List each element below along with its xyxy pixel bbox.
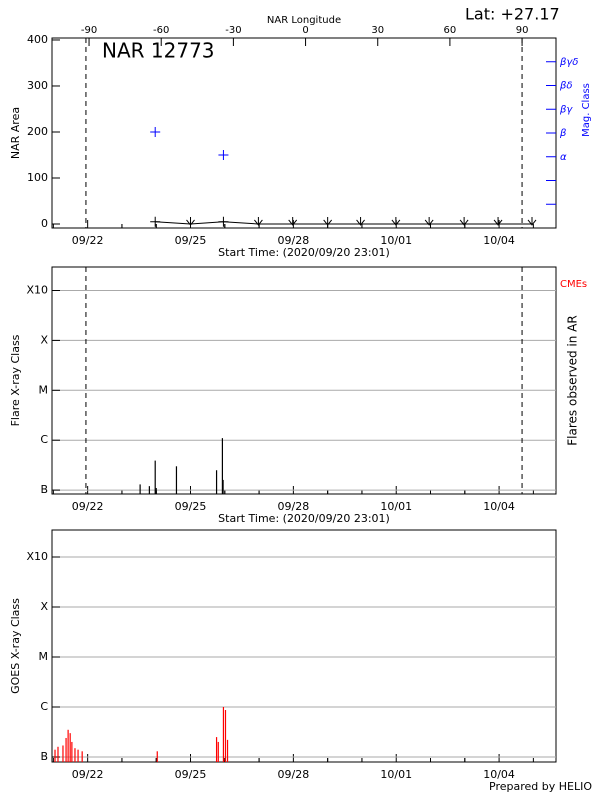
x-tick-label: 10/01 <box>380 768 412 781</box>
x-tick-label: 10/01 <box>380 500 412 513</box>
y-tick-label: X <box>40 333 48 346</box>
y-tick-label: 200 <box>27 125 48 138</box>
x-tick-label: 09/28 <box>278 768 310 781</box>
x-tick-label: 10/04 <box>483 234 515 247</box>
point <box>323 216 333 226</box>
x2-tick-label: 90 <box>516 25 529 36</box>
x-tick-label: 10/04 <box>483 768 515 781</box>
x-tick-label: 10/01 <box>380 234 412 247</box>
footer: Prepared by HELIO <box>489 780 592 793</box>
point <box>288 216 298 226</box>
plot-frame <box>51 266 557 495</box>
x2-tick-label: -30 <box>225 25 241 36</box>
point <box>218 149 229 160</box>
y2-axis-label: Mag. Class <box>581 83 592 137</box>
y-tick-label: X10 <box>26 284 48 297</box>
x-tick-label: 09/25 <box>175 768 207 781</box>
x-tick-label: 09/28 <box>278 500 310 513</box>
chart-title: NAR 12773 <box>102 39 215 63</box>
x2-tick-label: -60 <box>153 25 169 36</box>
point <box>218 216 229 227</box>
x2-tick-label: 60 <box>444 25 457 36</box>
x2-tick-label: 30 <box>371 25 384 36</box>
y-axis-label: Flare X-ray Class <box>9 334 22 426</box>
y-axis-label: NAR Area <box>9 107 22 159</box>
plot-frame <box>51 529 557 763</box>
point <box>493 216 503 226</box>
point <box>459 216 469 226</box>
x2-axis-label: NAR Longitude <box>267 15 341 26</box>
point <box>186 216 195 226</box>
point <box>150 126 161 137</box>
latitude-label: Lat: +27.17 <box>465 5 560 24</box>
y-tick-label: X10 <box>26 550 48 563</box>
point <box>527 216 537 226</box>
y-axis-label: GOES X-ray Class <box>9 598 22 694</box>
y-tick-label: 400 <box>27 33 48 46</box>
x-tick-label: 09/28 <box>278 234 310 247</box>
y-tick-label: B <box>40 483 48 496</box>
y-tick-label: C <box>40 700 48 713</box>
x-tick-label: 09/22 <box>72 500 104 513</box>
x2-tick-label: -90 <box>81 25 97 36</box>
x-tick-label: 09/22 <box>72 234 104 247</box>
y-tick-label: 100 <box>27 171 48 184</box>
y-tick-label: 300 <box>27 79 48 92</box>
x-axis-label: Start Time: (2020/09/20 23:01) <box>218 512 390 525</box>
point <box>254 216 263 226</box>
y-tick-label: M <box>39 650 49 663</box>
x-axis-label: Start Time: (2020/09/20 23:01) <box>218 246 390 259</box>
x-tick-label: 09/22 <box>72 768 104 781</box>
x-tick-label: 09/25 <box>175 500 207 513</box>
area-line <box>155 221 532 225</box>
y-tick-label: B <box>40 750 48 763</box>
mag-class-label: β <box>559 128 567 139</box>
point <box>391 216 401 226</box>
point <box>356 216 365 226</box>
mag-class-label: βδ <box>559 81 573 92</box>
x-tick-label: 09/25 <box>175 234 207 247</box>
mag-class-label: βγ <box>559 104 573 115</box>
x2-tick-label: 0 <box>302 25 308 36</box>
mag-class-label: α <box>560 152 567 163</box>
y2-axis-label: Flares observed in AR <box>566 315 580 445</box>
y-tick-label: M <box>39 383 49 396</box>
cme-label: CMEs <box>560 279 587 290</box>
mag-class-label: βγδ <box>559 57 578 68</box>
y-tick-label: X <box>40 600 48 613</box>
point <box>424 216 434 226</box>
point <box>150 216 161 227</box>
y-tick-label: 0 <box>41 217 48 230</box>
x-tick-label: 10/04 <box>483 500 515 513</box>
y-tick-label: C <box>40 433 48 446</box>
